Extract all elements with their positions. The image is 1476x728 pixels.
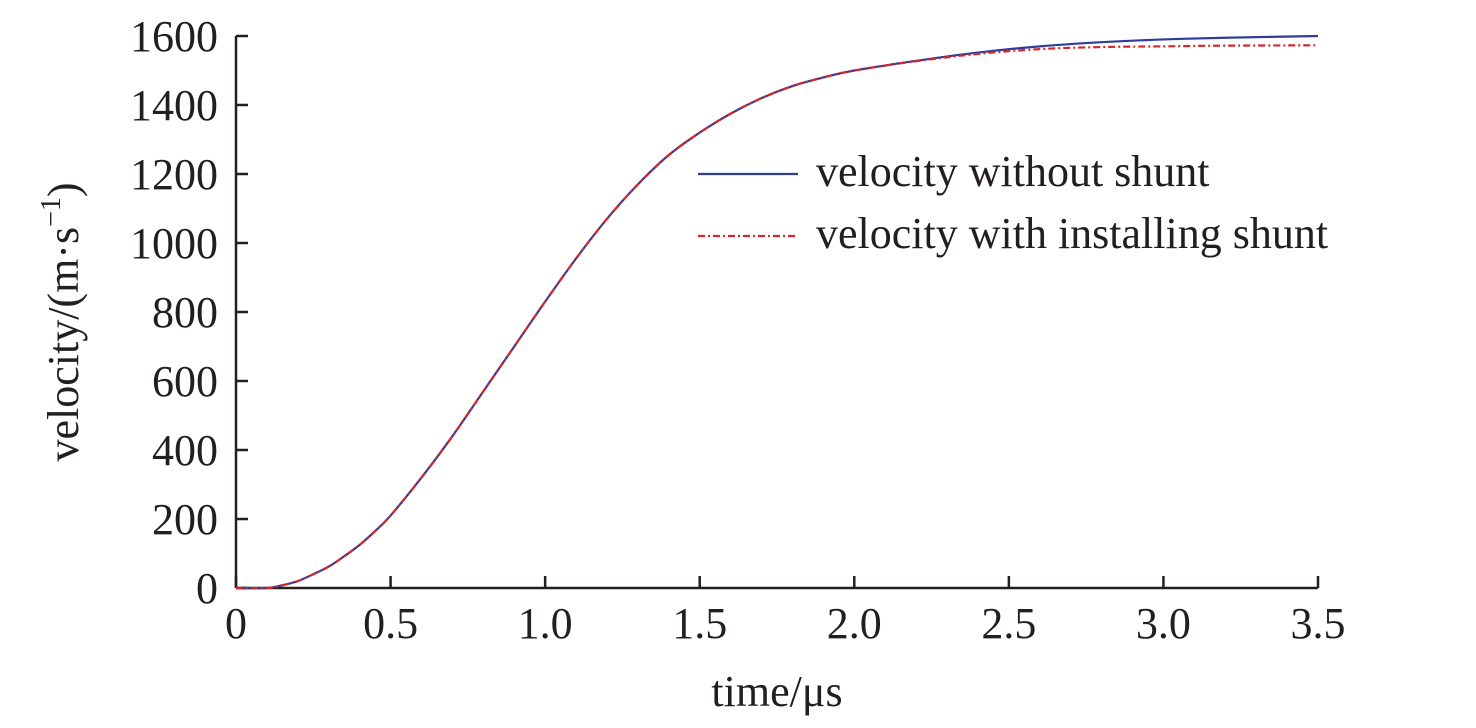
y-tick-label: 1000: [130, 219, 218, 268]
series-group: [235, 34, 1319, 590]
legend: velocity without shunt velocity with inst…: [698, 147, 1328, 258]
x-tick-label: 1.5: [672, 599, 727, 648]
x-tick-label: 2.5: [981, 599, 1036, 648]
legend-label-with-shunt: velocity with installing shunt: [816, 209, 1328, 258]
y-tick-label: 1200: [130, 150, 218, 199]
x-ticks: 0 0.5 1.0 1.5 2.0 2.5 3.0 3.5: [225, 576, 1346, 648]
legend-label-without-shunt: velocity without shunt: [816, 147, 1210, 196]
y-tick-label: 1400: [130, 81, 218, 130]
y-tick-label: 800: [152, 288, 218, 337]
x-axis-title: time/μs: [711, 667, 842, 716]
y-axis-title-close: ): [39, 182, 88, 197]
x-tick-label: 1.0: [518, 599, 573, 648]
y-tick-label: 0: [196, 564, 218, 613]
y-tick-label: 400: [152, 426, 218, 475]
y-tick-label: 200: [152, 495, 218, 544]
y-axis-title: velocity/(m·s−1): [36, 182, 88, 461]
series-line-with-shunt: [235, 44, 1319, 590]
x-tick-label: 0.5: [363, 599, 418, 648]
x-tick-label: 2.0: [827, 599, 882, 648]
x-tick-label: 3.5: [1291, 599, 1346, 648]
y-axis-title-superscript: −1: [36, 197, 67, 227]
y-tick-label: 600: [152, 357, 218, 406]
x-tick-label: 3.0: [1136, 599, 1191, 648]
y-axis-title-text: velocity/(m·s−1): [36, 182, 88, 461]
x-tick-label: 0: [225, 599, 247, 648]
y-tick-label: 1600: [130, 12, 218, 61]
y-ticks: 0 200 400 600 800 1000 1200 1400 1600: [130, 12, 248, 613]
y-axis-title-main: velocity/(m·s: [39, 227, 88, 462]
